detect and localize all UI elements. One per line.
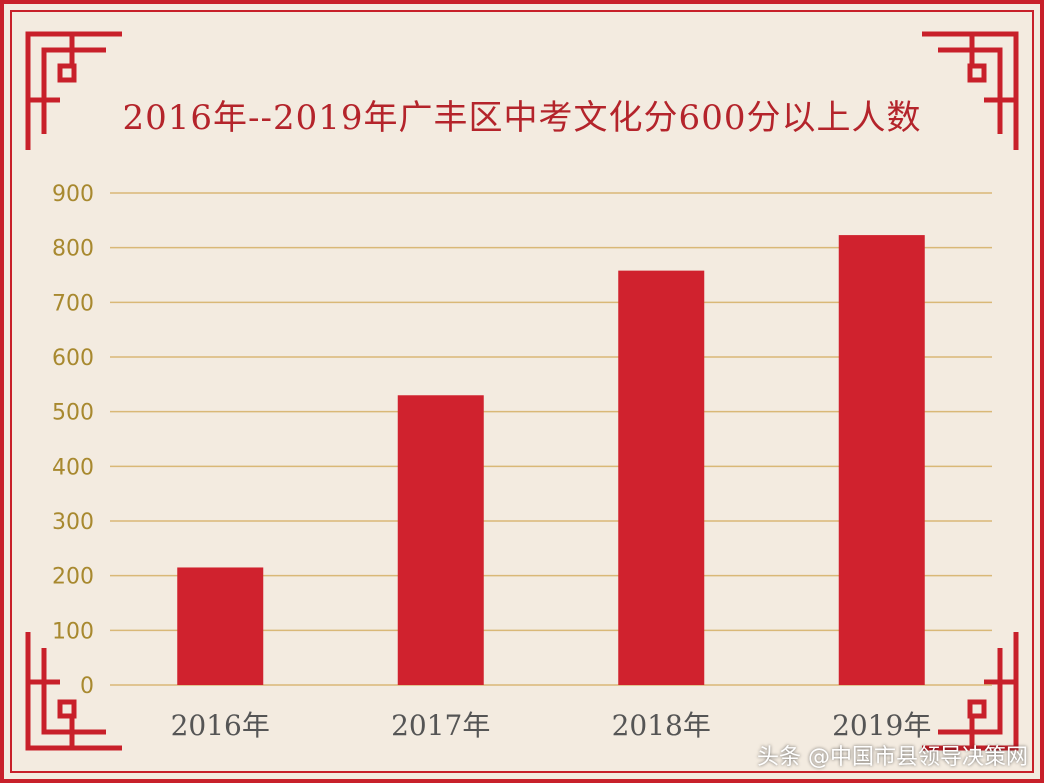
- x-axis-ticks: 2016年 2017年 2018年 2019年: [171, 709, 932, 742]
- bars: [177, 235, 925, 686]
- bar-2019年: [838, 235, 925, 686]
- corner-ornament-bottom-right: [922, 632, 1019, 751]
- y-tick-label: 0: [80, 674, 94, 699]
- y-axis-ticks: 0 100 200 300 400 500 600 700 800 900: [52, 182, 94, 699]
- y-tick-label: 400: [52, 455, 94, 480]
- watermark: 头条 @中国市县领导决策网: [757, 745, 1028, 770]
- x-tick-label: 2016年: [171, 709, 270, 742]
- x-tick-label: 2018年: [612, 709, 711, 742]
- bar-2017年: [397, 395, 484, 685]
- y-tick-label: 800: [52, 237, 94, 262]
- y-tick-label: 200: [52, 565, 94, 590]
- y-tick-label: 900: [52, 182, 94, 207]
- y-tick-label: 600: [52, 346, 94, 371]
- y-tick-label: 500: [52, 401, 94, 426]
- bar-2016年: [177, 567, 264, 685]
- corner-ornament-top-right: [922, 31, 1019, 150]
- y-tick-label: 100: [52, 619, 94, 644]
- x-tick-label: 2019年: [832, 709, 931, 742]
- chart-title: 2016年--2019年广丰区中考文化分600分以上人数: [122, 98, 922, 138]
- y-tick-label: 300: [52, 510, 94, 535]
- bar-2018年: [618, 270, 705, 685]
- inner-frame: [10, 10, 1034, 773]
- x-tick-label: 2017年: [391, 709, 490, 742]
- corner-ornament-bottom-left: [25, 632, 122, 751]
- y-tick-label: 700: [52, 291, 94, 316]
- corner-ornament-top-left: [25, 31, 122, 150]
